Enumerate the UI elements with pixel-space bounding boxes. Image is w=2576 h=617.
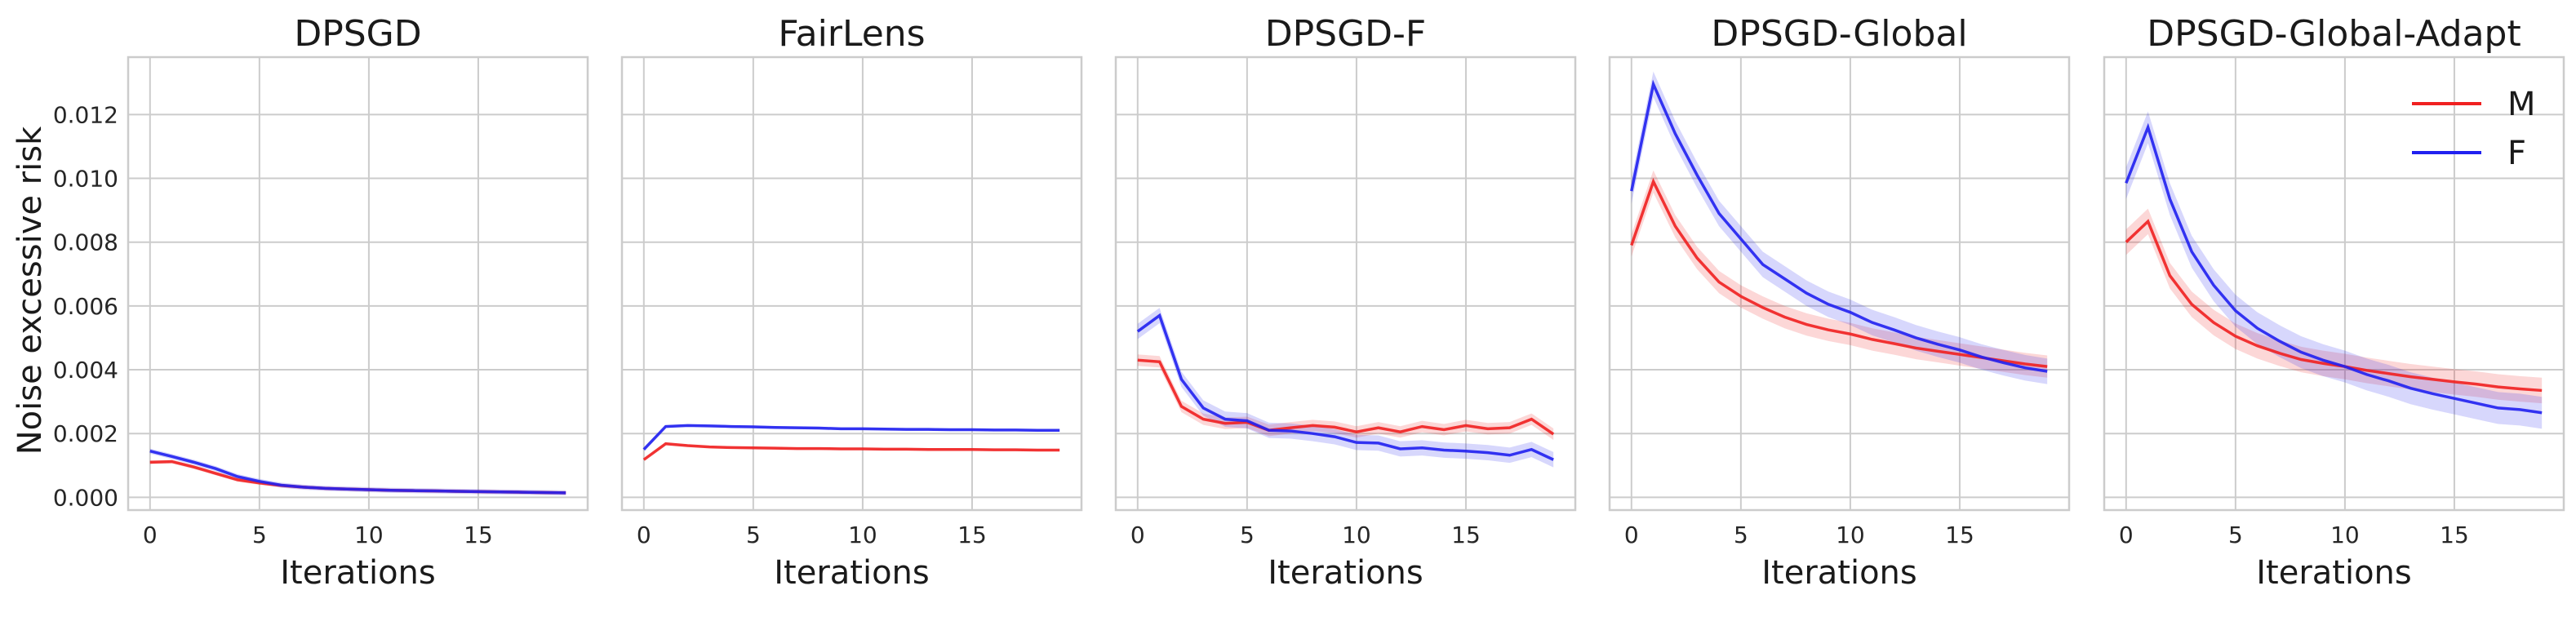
series-F-band <box>149 448 566 496</box>
x-axis-label: Iterations <box>280 554 436 592</box>
y-tick-label: 0.012 <box>53 101 118 128</box>
series-F-line <box>642 424 1060 451</box>
panel-title: DPSGD-Global <box>1711 13 1967 55</box>
y-tick-label: 0.006 <box>53 293 118 320</box>
x-tick-label: 5 <box>2228 522 2243 548</box>
x-tick-label: 15 <box>1451 522 1481 548</box>
panel-title: DPSGD <box>294 13 421 55</box>
legend-label-F: F <box>2507 135 2526 172</box>
series-F-line <box>1630 79 2048 373</box>
series-M-band <box>1631 170 2048 378</box>
x-axis-label: Iterations <box>1761 554 1917 592</box>
legend-label-M: M <box>2507 86 2536 123</box>
x-tick-label: 0 <box>1624 522 1639 548</box>
plot-frame <box>1114 55 1577 512</box>
x-axis-label: Iterations <box>774 554 930 592</box>
series-M-band <box>1137 354 1554 441</box>
panel-title: FairLens <box>778 13 925 55</box>
y-tick-label: 0.010 <box>53 166 118 193</box>
x-tick-label: 10 <box>848 522 877 548</box>
x-tick-label: 10 <box>354 522 384 548</box>
series-F-band <box>1137 308 1554 468</box>
y-axis-label: Noise excessive risk <box>11 126 49 455</box>
x-axis-label: Iterations <box>1268 554 1423 592</box>
x-tick-label: 0 <box>143 522 158 548</box>
series-M-line <box>642 442 1060 461</box>
y-tick-label: 0.008 <box>53 229 118 256</box>
series-M-line <box>1137 358 1555 436</box>
plot-frame <box>127 55 589 512</box>
series-F-band <box>1631 71 2048 384</box>
y-tick-label: 0.004 <box>53 357 118 384</box>
x-tick-label: 15 <box>957 522 987 548</box>
x-tick-label: 0 <box>637 522 651 548</box>
series-F-line <box>1136 313 1554 461</box>
series-F-line <box>149 449 566 495</box>
series-F-line <box>2125 122 2543 415</box>
x-tick-label: 0 <box>1130 522 1145 548</box>
x-tick-label: 0 <box>2119 522 2134 548</box>
plot-frame <box>620 55 1083 512</box>
plot-frame <box>1608 55 2071 512</box>
panel-2: 0 5 10 15 FairLens Iterations <box>620 13 1083 592</box>
y-tick-label: 0.002 <box>53 420 118 447</box>
x-tick-label: 15 <box>1945 522 1974 548</box>
x-tick-label: 5 <box>1734 522 1748 548</box>
panel-title: DPSGD-F <box>1265 13 1427 55</box>
x-tick-label: 15 <box>2440 522 2469 548</box>
y-tick-label: 0.000 <box>53 484 118 511</box>
panel-5: 0 5 10 15 DPSGD-Global-Adapt Iterations MF <box>2103 13 2565 592</box>
panel-4: 0 5 10 15 DPSGD-Global Iterations <box>1608 13 2071 592</box>
x-tick-label: 5 <box>1240 522 1255 548</box>
x-tick-label: 10 <box>2330 522 2360 548</box>
panel-3: 0 5 10 15 DPSGD-F Iterations <box>1114 13 1577 592</box>
x-tick-label: 5 <box>252 522 267 548</box>
x-tick-label: 15 <box>464 522 493 548</box>
x-tick-label: 5 <box>746 522 761 548</box>
x-tick-label: 10 <box>1342 522 1371 548</box>
series-M-line <box>2125 219 2543 393</box>
x-axis-label: Iterations <box>2256 554 2412 592</box>
panel-1: 0 5 10 15 0.000 0.002 0.004 0.006 0.008 0.010 0.01… <box>53 13 589 592</box>
panel-title: DPSGD-Global-Adapt <box>2147 13 2520 55</box>
plot-frame <box>2103 55 2565 512</box>
x-tick-label: 10 <box>1836 522 1865 548</box>
